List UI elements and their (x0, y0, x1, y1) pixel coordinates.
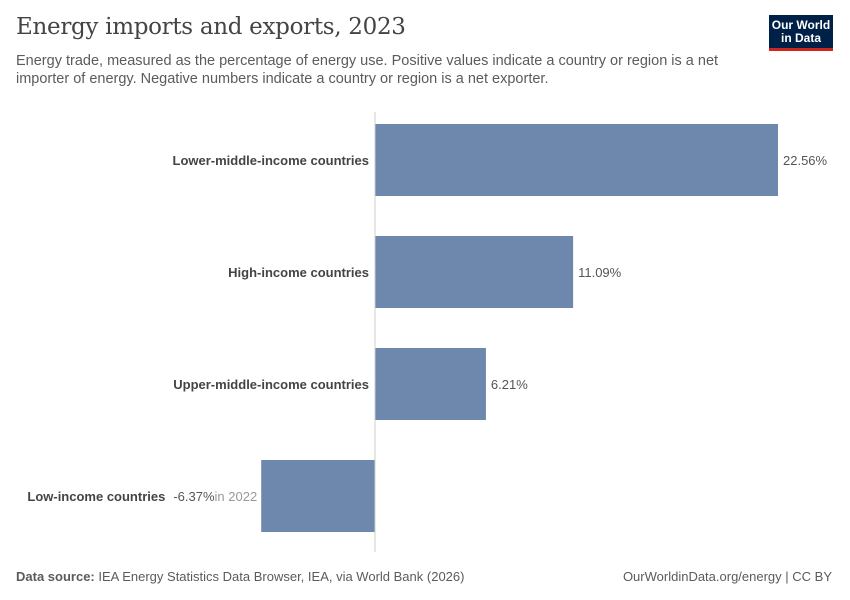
category-label: High-income countries (228, 265, 369, 280)
bar (375, 236, 574, 308)
category-label: Low-income countries (27, 489, 165, 504)
category-label: Upper-middle-income countries (173, 377, 369, 392)
category-label: Lower-middle-income countries (173, 153, 369, 168)
bar (375, 348, 486, 420)
value-label: -6.37% (173, 489, 215, 504)
chart-title: Energy imports and exports, 2023 (16, 14, 406, 40)
value-label: 22.56% (783, 153, 828, 168)
source-text: IEA Energy Statistics Data Browser, IEA,… (98, 569, 465, 584)
bar (375, 124, 778, 196)
source-label: Data source: (16, 569, 95, 584)
bar (261, 460, 375, 532)
data-source: Data source: IEA Energy Statistics Data … (16, 569, 464, 584)
value-label: 6.21% (491, 377, 528, 392)
owid-logo[interactable]: Our World in Data (769, 15, 833, 51)
chart-subtitle: Energy trade, measured as the percentage… (16, 53, 719, 87)
value-label: 11.09% (578, 265, 622, 280)
annotation-label: in 2022 (215, 489, 258, 504)
credit-link[interactable]: OurWorldinData.org/energy | CC BY (622, 569, 832, 584)
